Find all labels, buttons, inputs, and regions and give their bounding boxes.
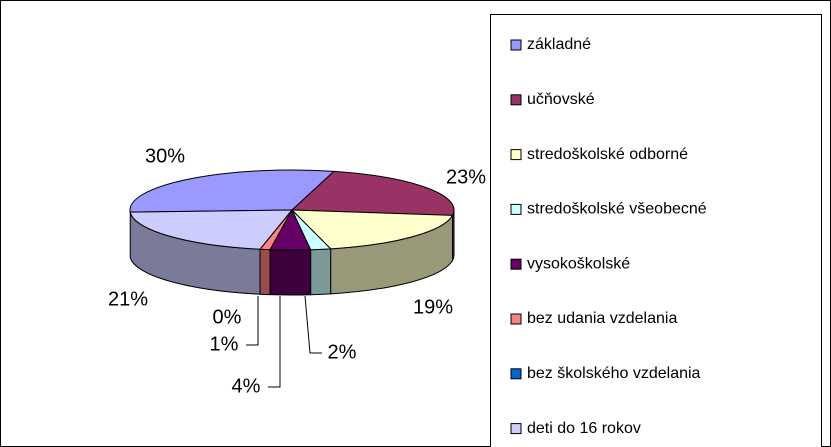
pie-tops [129, 169, 455, 251]
legend-swatch [510, 423, 522, 435]
legend-label: učňovské [527, 91, 595, 108]
data-label: 19% [413, 296, 453, 318]
legend-label: bez udania vzdelania [527, 310, 677, 327]
data-label: 2% [328, 341, 357, 363]
legend-swatch [510, 39, 522, 51]
legend-box [490, 14, 822, 447]
slice-side [310, 248, 332, 296]
leader-line [268, 296, 281, 388]
legend-label: bez školského vzdelania [527, 365, 701, 382]
data-label: 1% [210, 333, 239, 355]
labels: 30% 23% 19% 2% 4% 1% 0% 21% [108, 145, 486, 397]
data-label: 30% [145, 145, 185, 167]
legend-swatch [510, 203, 522, 215]
legend-swatch [510, 149, 522, 161]
leader-line [246, 296, 259, 346]
slice [129, 169, 336, 213]
data-label: 0% [213, 306, 242, 328]
legend-swatch [510, 94, 522, 106]
legend-swatch [510, 258, 522, 270]
legend-label: stredoškolské všeobecné [527, 201, 707, 218]
slice [290, 170, 455, 216]
slice-side [259, 248, 271, 296]
data-label: 21% [108, 288, 148, 310]
slice-side [269, 249, 312, 296]
data-label: 23% [446, 166, 486, 188]
legend-label: základné [527, 36, 591, 53]
legend-label: vysokoškolské [527, 255, 630, 272]
slice [129, 209, 294, 250]
slice [290, 209, 454, 250]
legend-label: stredoškolské odborné [527, 146, 688, 163]
legend-swatch [510, 368, 522, 380]
leader-line [304, 295, 322, 354]
legend: základné učňovské stredoškolské odborné str… [510, 36, 707, 437]
legend-label: deti do 16 rokov [527, 420, 641, 437]
data-label: 4% [232, 375, 261, 397]
legend-swatch [510, 313, 522, 325]
